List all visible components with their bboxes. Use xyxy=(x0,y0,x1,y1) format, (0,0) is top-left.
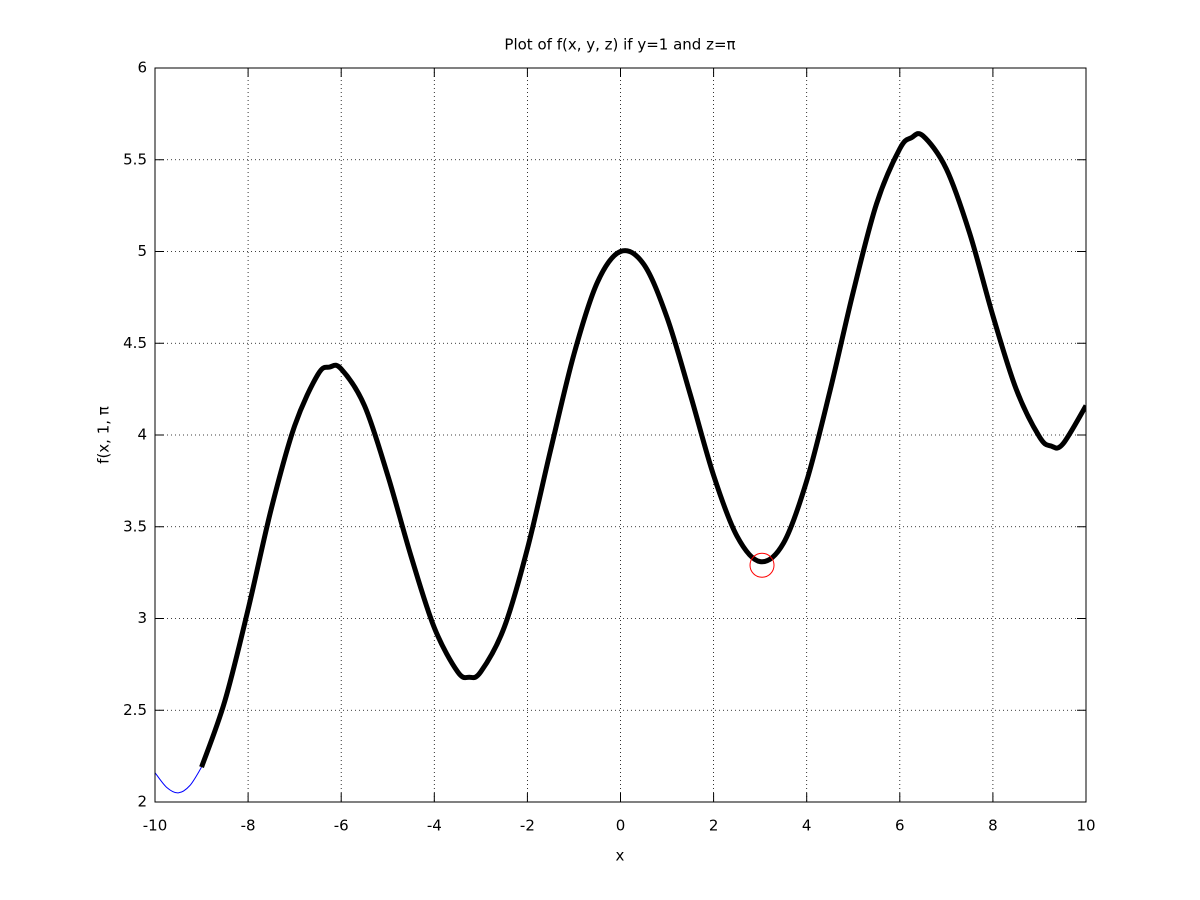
y-tick-label: 5.5 xyxy=(123,150,147,168)
y-axis-label: f(x, 1, π xyxy=(95,406,113,464)
marker xyxy=(749,552,775,578)
x-tick-label: 0 xyxy=(616,817,626,835)
grid xyxy=(154,67,1087,803)
plot-area xyxy=(155,131,1086,794)
x-tick-label: -4 xyxy=(427,817,442,835)
y-tick-label: 5 xyxy=(137,242,147,260)
x-axis-label: x xyxy=(616,847,625,865)
data-line xyxy=(155,766,202,794)
y-tick-label: 3.5 xyxy=(123,517,147,535)
x-tick-label: 8 xyxy=(988,817,998,835)
x-tick-label: 2 xyxy=(709,817,719,835)
x-tick-label: 6 xyxy=(895,817,905,835)
x-tick-label: -6 xyxy=(334,817,349,835)
y-tick-label: 2.5 xyxy=(123,701,147,719)
x-tick-label: 10 xyxy=(1076,817,1095,835)
axes-box xyxy=(154,67,1087,803)
y-tick-label: 2 xyxy=(137,793,147,811)
y-tick-label: 6 xyxy=(137,59,147,77)
x-tick-label: 4 xyxy=(802,817,812,835)
chart-title: Plot of f(x, y, z) if y=1 and z=π xyxy=(504,36,735,54)
data-line xyxy=(199,131,1086,768)
y-tick-label: 3 xyxy=(137,609,147,627)
x-tick-label: -2 xyxy=(520,817,535,835)
x-tick-label: -10 xyxy=(143,817,168,835)
x-tick-label: -8 xyxy=(241,817,256,835)
y-tick-label: 4.5 xyxy=(123,334,147,352)
y-tick-label: 4 xyxy=(137,426,147,444)
